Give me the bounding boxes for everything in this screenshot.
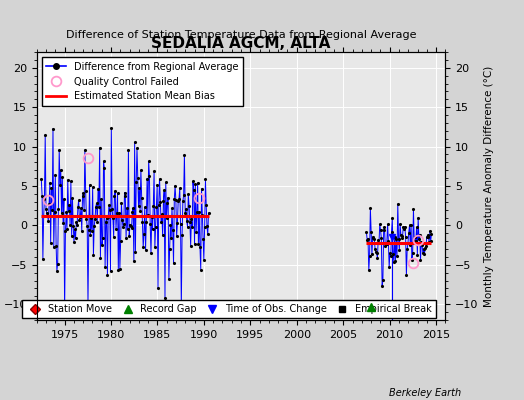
Text: Berkeley Earth: Berkeley Earth <box>389 388 461 398</box>
Y-axis label: Monthly Temperature Anomaly Difference (°C): Monthly Temperature Anomaly Difference (… <box>484 65 494 307</box>
Title: SEDALIA AGCM, ALTA: SEDALIA AGCM, ALTA <box>151 36 331 51</box>
Text: Difference of Station Temperature Data from Regional Average: Difference of Station Temperature Data f… <box>66 30 416 40</box>
Legend: Station Move, Record Gap, Time of Obs. Change, Empirical Break: Station Move, Record Gap, Time of Obs. C… <box>22 300 436 318</box>
